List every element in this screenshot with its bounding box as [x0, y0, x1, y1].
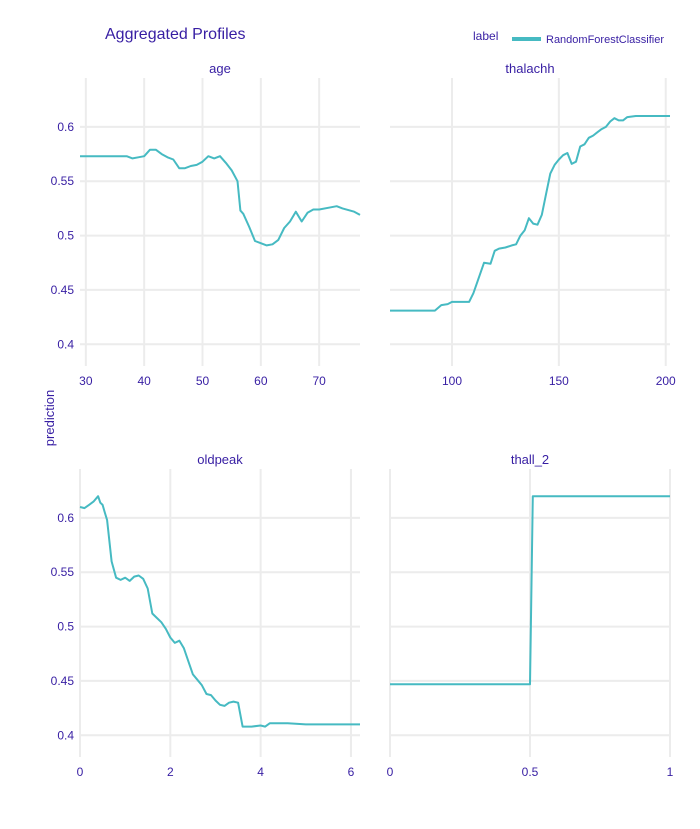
panel-age: 0.4 0.45 0.5 0.55 0.6 30 40 50 60 70 age [51, 61, 361, 388]
y-tick-label: 0.6 [57, 120, 74, 134]
series-line[interactable] [79, 495, 360, 728]
x-tick-label: 0 [77, 765, 84, 779]
panel-thalachh: 100 150 200 thalachh [390, 61, 676, 388]
y-tick-label: 0.5 [57, 229, 74, 243]
x-tick-label: 70 [312, 374, 326, 388]
legend-item-label: RandomForestClassifier [546, 34, 664, 46]
series-line[interactable] [390, 495, 670, 686]
x-tick-label: 60 [254, 374, 268, 388]
panel-title: age [209, 61, 231, 76]
y-axis-label: prediction [42, 390, 57, 446]
panel-oldpeak: 0.4 0.45 0.5 0.55 0.6 0 2 4 6 oldpeak [51, 452, 360, 779]
x-tick-label: 150 [549, 374, 569, 388]
y-tick-label: 0.55 [51, 174, 75, 188]
x-tick-label: 200 [656, 374, 676, 388]
panel-thall_2: 0 0.5 1 thall_2 [387, 452, 674, 779]
x-tick-label: 40 [137, 374, 151, 388]
x-tick-label: 2 [167, 765, 174, 779]
y-tick-label: 0.4 [57, 337, 74, 351]
x-tick-label: 0.5 [522, 765, 539, 779]
series-line[interactable] [390, 115, 670, 312]
y-tick-label: 0.45 [51, 283, 75, 297]
y-tick-label: 0.45 [51, 674, 75, 688]
y-tick-label: 0.6 [57, 511, 74, 525]
x-tick-label: 50 [196, 374, 210, 388]
x-tick-label: 30 [79, 374, 93, 388]
panel-title: thall_2 [511, 452, 549, 467]
y-tick-label: 0.5 [57, 620, 74, 634]
y-tick-label: 0.55 [51, 565, 75, 579]
panel-title: oldpeak [197, 452, 243, 467]
x-tick-label: 4 [257, 765, 264, 779]
legend[interactable]: label RandomForestClassifier [473, 29, 664, 46]
chart-title: Aggregated Profiles [105, 26, 246, 43]
x-tick-label: 100 [442, 374, 462, 388]
panel-title: thalachh [505, 61, 554, 76]
legend-title: label [473, 29, 498, 43]
x-tick-label: 1 [667, 765, 674, 779]
series-line[interactable] [80, 148, 361, 247]
x-tick-label: 6 [348, 765, 355, 779]
x-tick-label: 0 [387, 765, 394, 779]
y-tick-label: 0.4 [57, 728, 74, 742]
